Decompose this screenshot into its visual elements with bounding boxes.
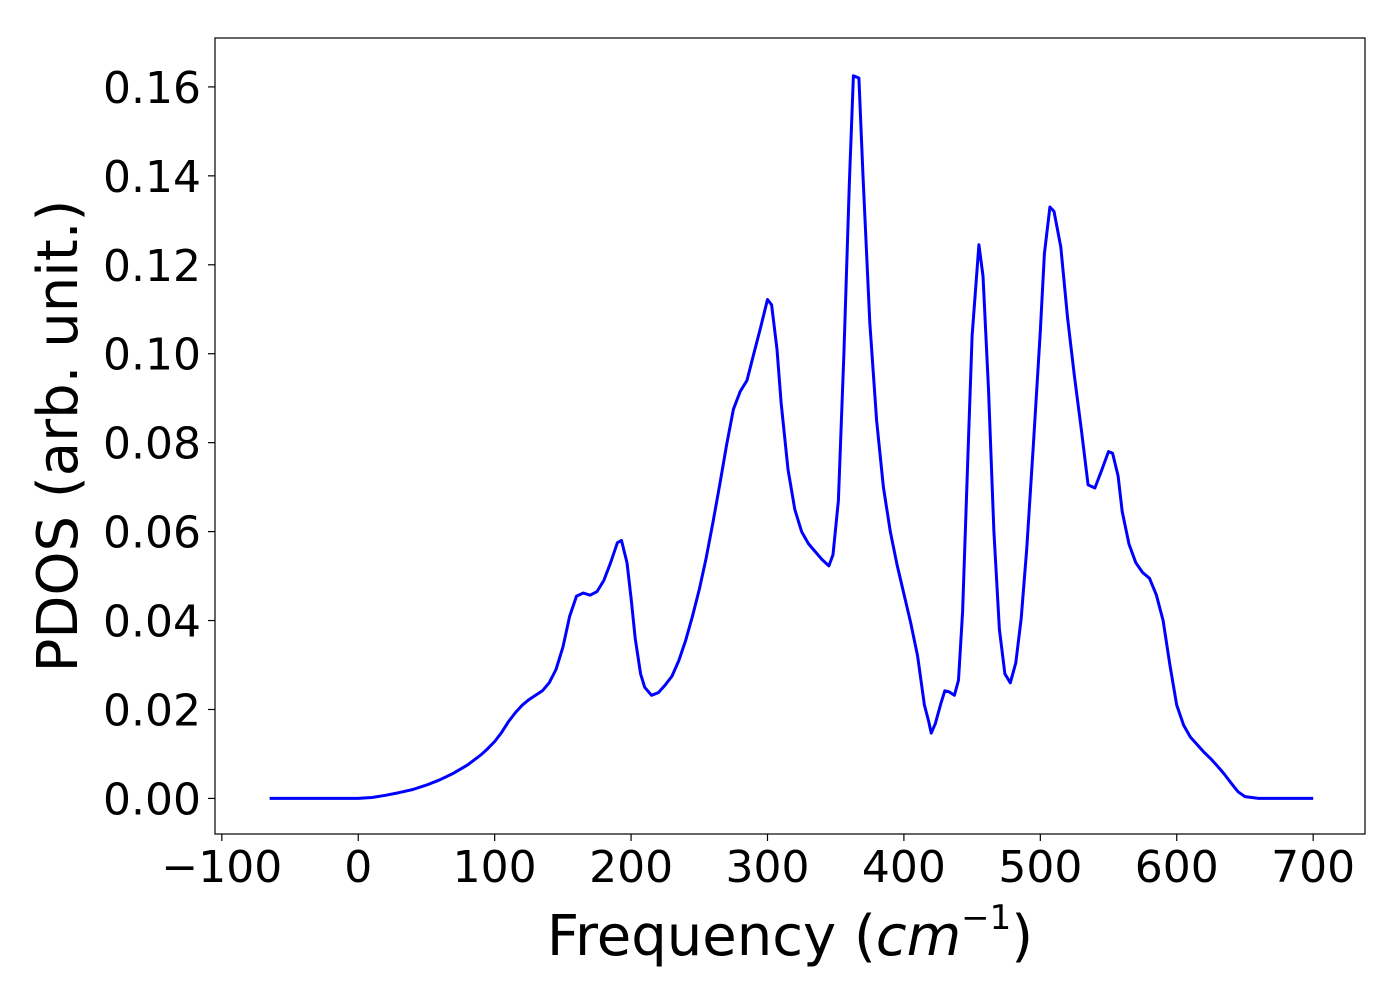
x-tick-label: 100 — [453, 842, 537, 893]
y-tick-label: 0.12 — [103, 241, 201, 292]
x-axis-label-text: Frequency ( — [547, 904, 876, 969]
y-axis-ticks: 0.00 0.02 0.04 0.06 0.08 0.10 0.12 0.14 0.16 — [103, 63, 215, 825]
y-tick-label: 0.00 — [103, 774, 201, 825]
x-tick-label: 600 — [1135, 842, 1219, 893]
x-tick-label: −100 — [161, 842, 282, 893]
x-axis-label-math: cm — [876, 904, 961, 969]
x-axis-label: Frequency (cm−1) — [547, 898, 1033, 969]
y-tick-label: 0.06 — [103, 508, 201, 559]
x-tick-label: 700 — [1271, 842, 1355, 893]
y-tick-label: 0.02 — [103, 685, 201, 736]
y-tick-label: 0.08 — [103, 419, 201, 470]
x-axis-label-exponent: −1 — [961, 898, 1011, 938]
x-tick-label: 500 — [998, 842, 1082, 893]
x-tick-label: 0 — [344, 842, 372, 893]
x-axis-label-close: ) — [1011, 904, 1033, 969]
series-line — [269, 74, 1314, 800]
plot-frame — [214, 37, 1366, 835]
y-tick-label: 0.04 — [103, 597, 201, 648]
x-axis-ticks: −100 0 100 200 300 400 500 600 700 — [161, 834, 1355, 893]
y-axis-label: PDOS (arb. unit.) — [26, 200, 91, 673]
x-tick-label: 400 — [862, 842, 946, 893]
x-tick-label: 200 — [589, 842, 673, 893]
y-tick-label: 0.10 — [103, 330, 201, 381]
x-tick-label: 300 — [725, 842, 809, 893]
y-tick-label: 0.14 — [103, 152, 201, 203]
y-tick-label: 0.16 — [103, 63, 201, 114]
